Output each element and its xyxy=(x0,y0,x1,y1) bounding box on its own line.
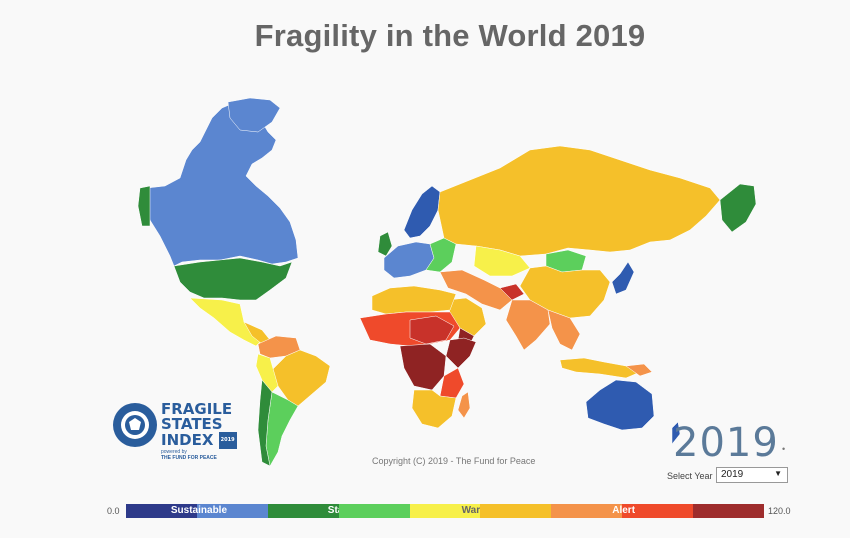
legend-bar: Sustainable Stable Warning Alert xyxy=(126,504,765,518)
region-east-africa[interactable] xyxy=(439,367,465,399)
chevron-down-icon: ▼ xyxy=(774,469,782,478)
legend-segment: Sustainable xyxy=(171,504,268,518)
tiny-mark: • xyxy=(782,444,786,454)
legend-segment xyxy=(480,504,552,518)
region-horn-of-africa[interactable] xyxy=(445,337,477,369)
logo-line-fragile: FRAGILE xyxy=(161,400,233,418)
region-chile[interactable] xyxy=(257,379,273,467)
region-turkey-iran[interactable] xyxy=(439,269,513,311)
legend-label-alert: Alert xyxy=(612,505,636,516)
region-usa[interactable] xyxy=(173,257,293,301)
legend-segment: Warning xyxy=(409,504,501,518)
logo-line-index: INDEX 2019 xyxy=(161,432,237,449)
region-russia[interactable] xyxy=(437,145,721,257)
region-madagascar[interactable] xyxy=(457,391,471,419)
region-north-africa[interactable] xyxy=(371,285,457,315)
logo-text: FRAGILE STATES INDEX 2019 powered by THE… xyxy=(161,402,237,461)
region-png[interactable] xyxy=(625,363,653,377)
legend-segment: Stable xyxy=(267,504,358,518)
region-argentina[interactable] xyxy=(265,391,299,467)
legend-segment xyxy=(338,504,410,518)
region-sudan-chad[interactable] xyxy=(409,315,455,345)
region-alaska[interactable] xyxy=(137,185,151,227)
legend-max-label: 120.0 xyxy=(768,506,791,516)
logo-powered-by: powered by xyxy=(161,449,187,455)
region-greenland[interactable] xyxy=(227,97,281,133)
legend-segment xyxy=(551,504,623,518)
region-central-africa[interactable] xyxy=(399,343,447,391)
legend-segment xyxy=(693,504,765,518)
select-year-label: Select Year xyxy=(667,471,713,481)
region-southeast-asia[interactable] xyxy=(547,309,581,351)
region-canada[interactable] xyxy=(144,99,299,267)
year-select[interactable]: 2019 ▼ xyxy=(716,467,788,483)
region-korea-japan[interactable] xyxy=(611,261,635,295)
region-russia-far-east[interactable] xyxy=(719,183,757,233)
region-kazakhstan[interactable] xyxy=(473,245,531,277)
legend-min-label: 0.0 xyxy=(107,506,120,516)
region-scandinavia[interactable] xyxy=(403,185,441,239)
region-uk[interactable] xyxy=(377,231,393,257)
logo-org: THE FUND FOR PEACE xyxy=(161,455,217,461)
copyright-text: Copyright (C) 2019 - The Fund for Peace xyxy=(372,456,536,466)
region-western-europe[interactable] xyxy=(383,241,435,279)
page-title: Fragility in the World 2019 xyxy=(254,18,646,53)
region-indonesia[interactable] xyxy=(559,357,641,379)
region-afghanistan[interactable] xyxy=(499,283,525,301)
region-southern-africa[interactable] xyxy=(411,389,457,429)
logo-badge: 2019 xyxy=(218,432,237,449)
legend-segment xyxy=(126,504,197,518)
legend-segment: Alert xyxy=(612,504,694,518)
region-new-zealand[interactable] xyxy=(671,421,681,445)
logo-index-text: INDEX xyxy=(161,431,214,449)
fragile-states-index-logo-icon xyxy=(113,403,157,447)
year-display: 2019 xyxy=(673,420,779,466)
region-mexico[interactable] xyxy=(189,297,263,347)
legend-label-sustainable: Sustainable xyxy=(170,505,228,516)
year-select-value: 2019 xyxy=(721,469,744,480)
region-australia[interactable] xyxy=(585,379,655,431)
region-india[interactable] xyxy=(505,299,551,351)
logo-line-states: STATES xyxy=(161,415,223,433)
